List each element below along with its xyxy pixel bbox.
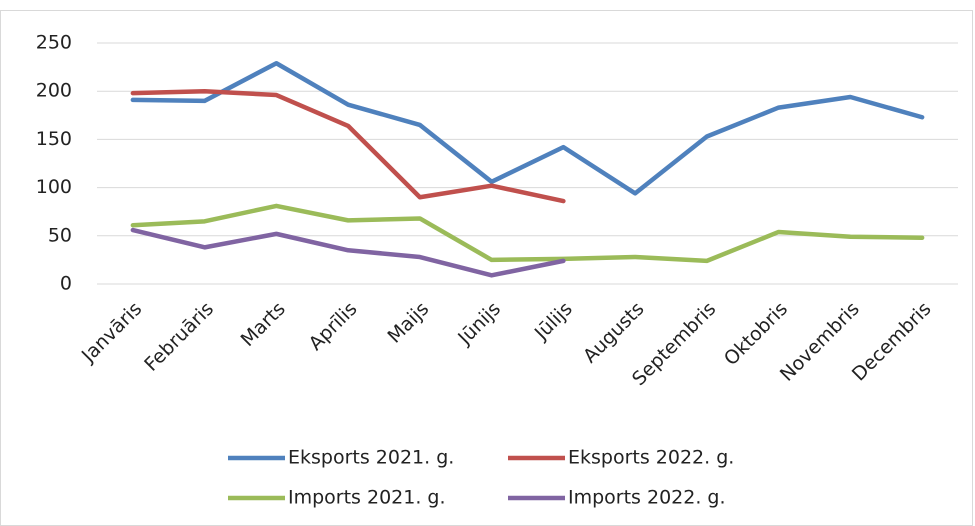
y-tick-label: 100 xyxy=(36,176,72,198)
legend-label: Imports 2021. g. xyxy=(288,487,446,509)
series-line xyxy=(130,203,925,264)
series-line xyxy=(130,60,925,196)
legend-label: Eksports 2021. g. xyxy=(288,447,454,469)
y-tick-label: 0 xyxy=(60,273,72,295)
series-line xyxy=(130,227,566,278)
legend-label: Imports 2022. g. xyxy=(568,487,726,509)
y-tick-label: 150 xyxy=(36,128,72,150)
y-tick-label: 250 xyxy=(36,32,72,54)
chart-border xyxy=(0,10,973,526)
y-tick-label: 50 xyxy=(48,224,72,246)
y-tick-label: 200 xyxy=(36,80,72,102)
legend-label: Eksports 2022. g. xyxy=(568,447,734,469)
series-line xyxy=(130,88,566,204)
